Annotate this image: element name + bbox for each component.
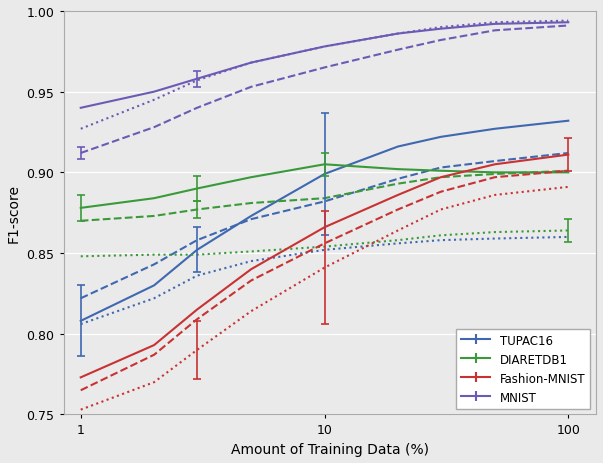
Legend: TUPAC16, DIARETDB1, Fashion-MNIST, MNIST: TUPAC16, DIARETDB1, Fashion-MNIST, MNIST <box>456 330 590 409</box>
Y-axis label: F1-score: F1-score <box>7 184 21 243</box>
X-axis label: Amount of Training Data (%): Amount of Training Data (%) <box>231 442 429 456</box>
